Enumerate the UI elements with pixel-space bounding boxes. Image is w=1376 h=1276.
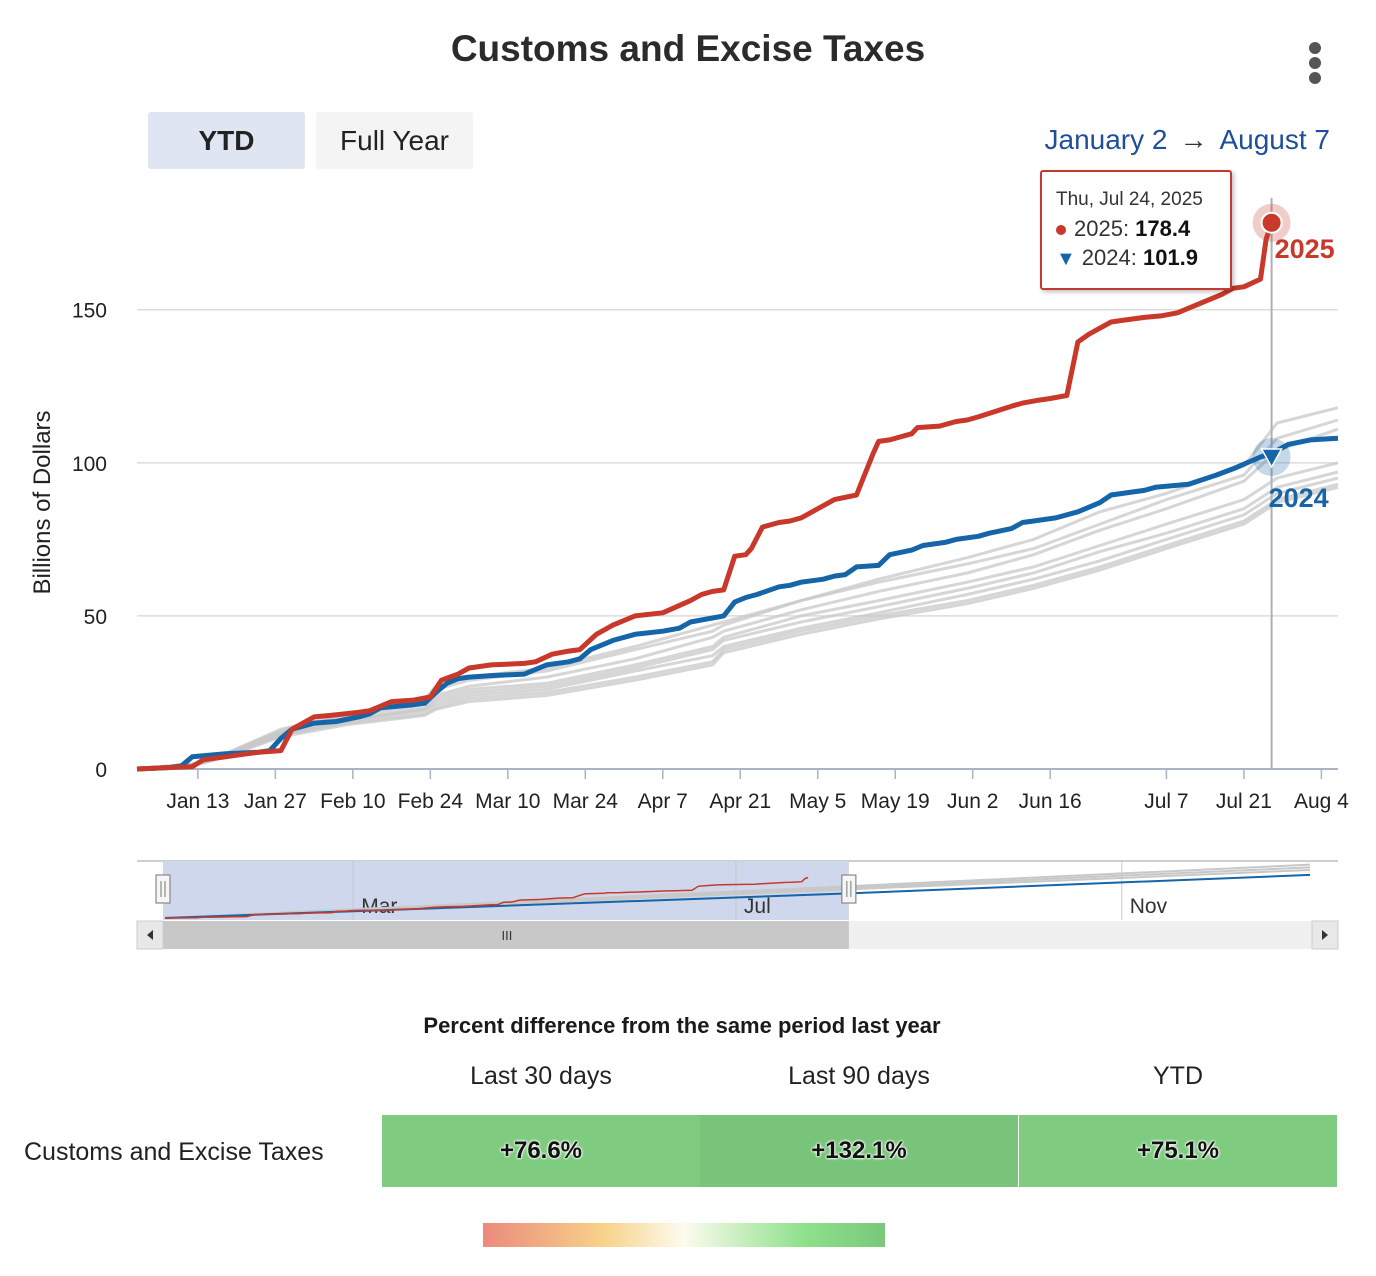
diff-cell-last-30: +76.6%: [382, 1115, 700, 1187]
tooltip-label-2024: 2024:: [1081, 245, 1143, 270]
full-year-button[interactable]: Full Year: [316, 112, 473, 169]
tooltip-label-2025: 2025:: [1074, 216, 1136, 241]
series-line-2024: [136, 435, 1339, 772]
date-range-start[interactable]: January 2: [1044, 124, 1168, 155]
scroll-left-button[interactable]: [136, 920, 164, 950]
ytd-button[interactable]: YTD: [148, 112, 305, 169]
chevron-right-icon: [1322, 930, 1328, 940]
column-header-last-30: Last 30 days: [470, 1062, 612, 1090]
y-tick-label: 50: [84, 606, 107, 629]
x-tick-label: May 5: [789, 790, 846, 813]
scrollbar-thumb[interactable]: [163, 921, 849, 949]
row-label: Customs and Excise Taxes: [24, 1138, 324, 1166]
series-line-2025: [136, 222, 1274, 772]
navigator-label: Nov: [1130, 895, 1168, 918]
navigator-line-2025: [164, 876, 809, 919]
diff-table-title: Percent difference from the same period …: [423, 1013, 941, 1038]
marker-2025: [1260, 211, 1283, 234]
x-tick-label: Feb 24: [398, 790, 464, 813]
tooltip-value-2024: 101.9: [1142, 245, 1199, 270]
chart-tooltip: Thu, Jul 24, 2025 2025: 178.4 ▼ 2024: 101…: [1040, 170, 1232, 290]
x-tick-label: Mar 24: [553, 790, 619, 813]
diff-cell-ytd: +75.1%: [1019, 1115, 1337, 1187]
marker-2024: [1260, 448, 1283, 469]
column-header-ytd: YTD: [1153, 1062, 1203, 1090]
x-tick-label: Jul 7: [1144, 790, 1188, 813]
x-tick-label: Apr 7: [638, 790, 688, 813]
navigator-label: Mar: [361, 895, 397, 918]
x-tick-label: Feb 10: [320, 790, 385, 813]
menu-dot: [1309, 72, 1321, 84]
y-tick-label: 0: [95, 759, 107, 782]
circle-marker-icon: [1056, 225, 1066, 236]
history-series-line: [136, 482, 1339, 771]
tooltip-value-2025: 178.4: [1135, 216, 1191, 241]
tooltip-row-2024: ▼ 2024: 101.9: [1056, 245, 1198, 271]
x-tick-label: Jan 27: [244, 790, 307, 813]
color-scale-legend: [483, 1223, 885, 1247]
date-range: January 2 → August 7: [1045, 124, 1331, 156]
y-tick-label: 150: [72, 300, 107, 323]
x-tick-label: Jun 2: [947, 790, 998, 813]
arrow-right-icon: →: [1179, 124, 1208, 155]
line-chart[interactable]: 0 50 100 150 Billions of Dollars Jan 13 Jan 27…: [0, 0, 1376, 1000]
series-label-2024: 2024: [1269, 483, 1329, 513]
y-tick-label: 100: [72, 453, 107, 476]
x-tick-label: Jun 16: [1019, 790, 1082, 813]
column-header-last-90: Last 90 days: [788, 1062, 930, 1090]
x-tick-label: Aug 4: [1294, 790, 1349, 813]
x-tick-label: Jul 21: [1216, 790, 1272, 813]
page-title: Customs and Excise Taxes: [450, 28, 926, 69]
x-tick-label: May 19: [861, 790, 930, 813]
tooltip-date: Thu, Jul 24, 2025: [1056, 189, 1203, 210]
x-tick-label: Mar 10: [475, 790, 540, 813]
date-range-end[interactable]: August 7: [1219, 124, 1330, 155]
navigator-label: Jul: [744, 895, 771, 918]
series-label-2025: 2025: [1275, 234, 1335, 264]
chevron-left-icon: [147, 930, 153, 940]
menu-dot: [1309, 42, 1321, 54]
menu-dot: [1309, 57, 1321, 69]
more-vertical-icon[interactable]: [1300, 42, 1330, 84]
scrollbar-grip: III: [502, 928, 513, 943]
y-axis-label: Billions of Dollars: [29, 410, 56, 594]
history-series-line: [136, 485, 1339, 771]
x-tick-label: Jan 13: [166, 790, 229, 813]
triangle-down-marker-icon: ▼: [1056, 248, 1076, 270]
navigator-handle[interactable]: [155, 874, 171, 904]
tooltip-row-2025: 2025: 178.4: [1056, 216, 1190, 242]
diff-cell-last-90: +132.1%: [700, 1115, 1018, 1187]
navigator-handle[interactable]: [841, 874, 857, 904]
x-tick-label: Apr 21: [709, 790, 771, 813]
